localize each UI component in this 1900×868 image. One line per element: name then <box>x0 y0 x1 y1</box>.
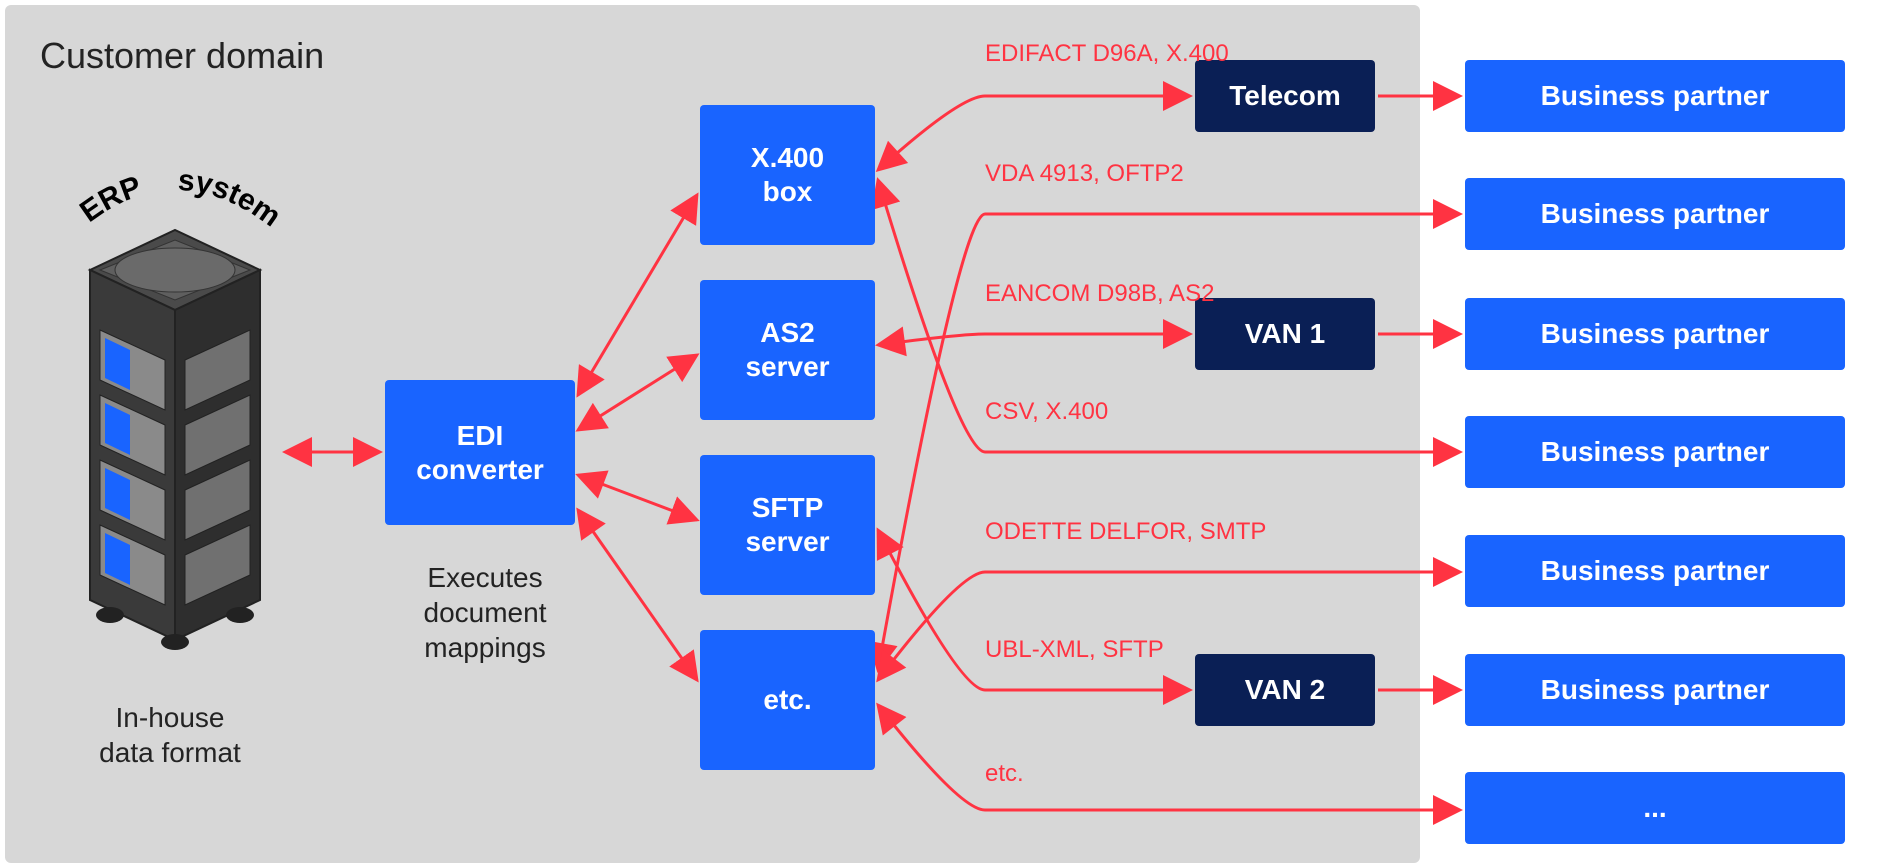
erp-server-rack <box>70 220 280 655</box>
business-partner-5: Business partner <box>1465 654 1845 726</box>
network-node-van1: VAN 1 <box>1195 298 1375 370</box>
business-partner-2: Business partner <box>1465 298 1845 370</box>
protocol-label-1: VDA 4913, OFTP2 <box>985 160 1184 188</box>
protocol-label-3: CSV, X.400 <box>985 398 1108 426</box>
protocol-label-6: etc. <box>985 760 1024 788</box>
domain-title: Customer domain <box>40 35 324 77</box>
business-partner-4: Business partner <box>1465 535 1845 607</box>
business-partner-3: Business partner <box>1465 416 1845 488</box>
erp-caption: In-house data format <box>60 700 280 770</box>
protocol-box-etc: etc. <box>700 630 875 770</box>
business-partner-0: Business partner <box>1465 60 1845 132</box>
protocol-label-2: EANCOM D98B, AS2 <box>985 280 1214 308</box>
protocol-label-4: ODETTE DELFOR, SMTP <box>985 518 1266 546</box>
protocol-label-0: EDIFACT D96A, X.400 <box>985 40 1229 68</box>
protocol-box-as2: AS2 server <box>700 280 875 420</box>
protocol-label-5: UBL-XML, SFTP <box>985 636 1164 664</box>
business-partner-6: ... <box>1465 772 1845 844</box>
server-rack-icon <box>70 220 280 650</box>
edi-caption: Executes document mappings <box>395 560 575 665</box>
network-node-telecom: Telecom <box>1195 60 1375 132</box>
business-partner-1: Business partner <box>1465 178 1845 250</box>
edi-converter-node: EDI converter <box>385 380 575 525</box>
protocol-box-x400box: X.400 box <box>700 105 875 245</box>
network-node-van2: VAN 2 <box>1195 654 1375 726</box>
diagram-canvas: Customer domain ERP system <box>0 0 1900 868</box>
protocol-box-sftp: SFTP server <box>700 455 875 595</box>
